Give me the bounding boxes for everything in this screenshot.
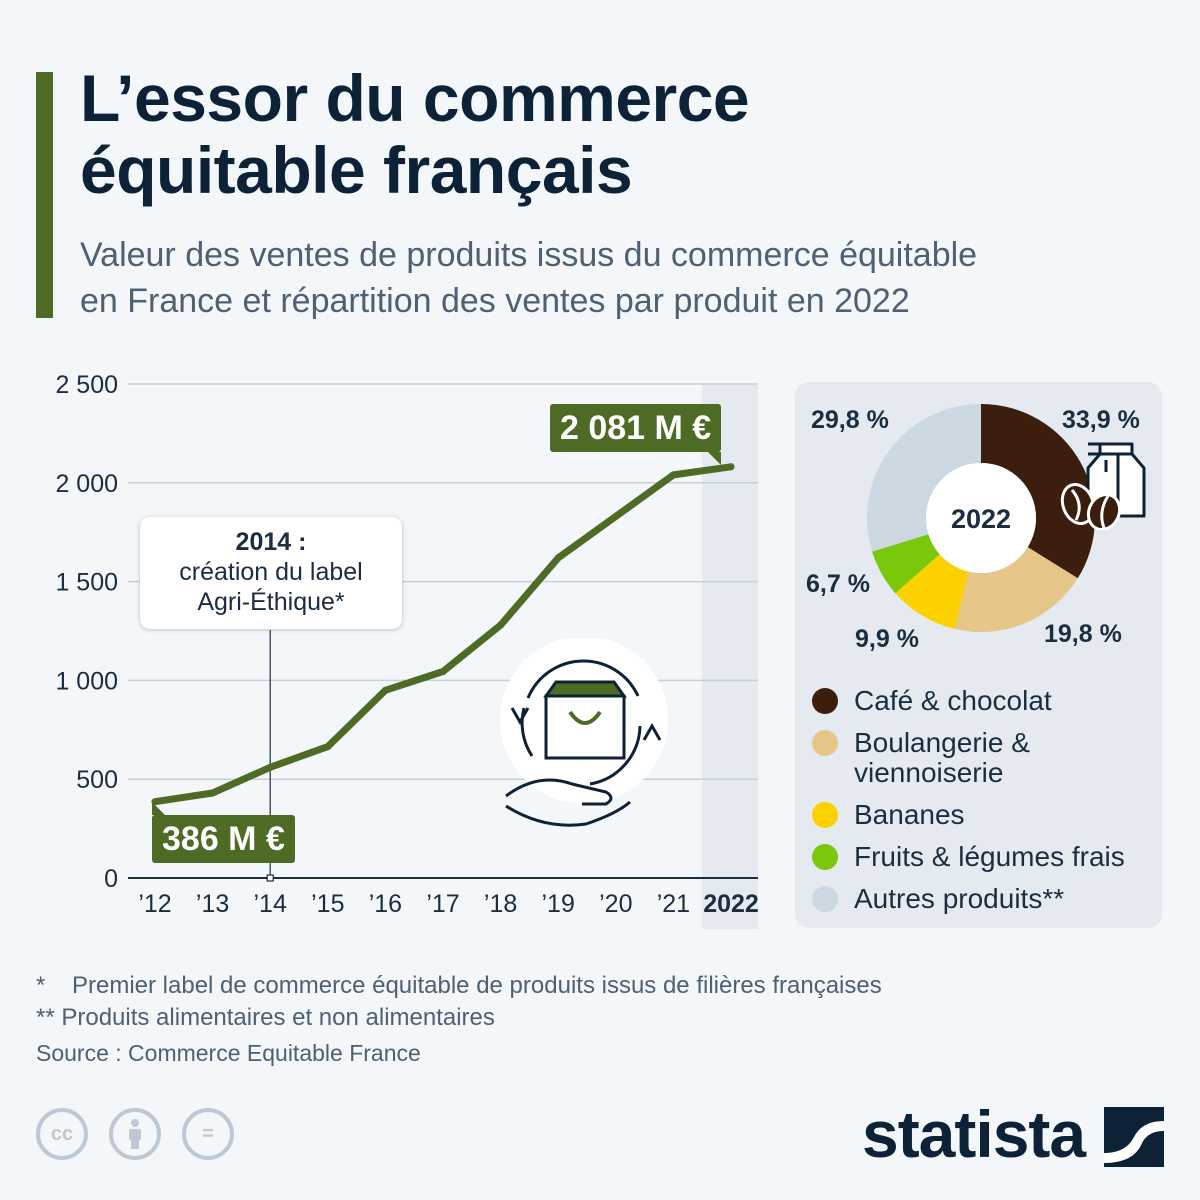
coffee-bag-beans-icon: [1058, 438, 1150, 535]
donut-hole: [926, 463, 1036, 573]
footnote-1-mark: *: [36, 972, 46, 999]
page-title: L’essor du commerce équitable français: [80, 62, 1160, 206]
legend-label-boulangerie-2: viennoiserie: [854, 757, 1004, 788]
data-point: [209, 789, 217, 797]
legend-swatch-bananes: [812, 802, 838, 828]
pct-label-cafe: 33,9 %: [1062, 406, 1140, 434]
donut-legend: Café & chocolat Boulangerie & viennoiseri…: [812, 686, 1157, 926]
title-line-2: équitable français: [80, 133, 633, 207]
x-tick-label: ’19: [542, 890, 575, 918]
source-text: Source : Commerce Equitable France: [36, 1040, 421, 1066]
annotation-callout: 2014 : création du label Agri-Éthique*: [140, 517, 402, 629]
x-tick-label: ’21: [657, 890, 690, 918]
legend-item-bananes: Bananes: [812, 800, 1157, 830]
statista-logo[interactable]: statista: [862, 1097, 1086, 1171]
end-value-badge: 2 081 M €: [550, 404, 722, 465]
subtitle-line-2: en France et répartition des ventes par …: [80, 282, 910, 320]
data-point: [554, 554, 562, 562]
data-point: [324, 743, 332, 751]
start-value-badge: 386 M €: [152, 802, 295, 863]
pct-label-bananes: 9,9 %: [855, 625, 919, 653]
footnote-1: * Premier label de commerce équitable de …: [36, 972, 882, 1000]
legend-swatch-boulangerie: [812, 730, 838, 756]
y-tick-label: 1 000: [55, 667, 118, 695]
shopping-bag-cycle-icon: [498, 636, 678, 838]
legend-item-autres: Autres produits**: [812, 884, 1157, 914]
no-derivatives-icon[interactable]: =: [182, 1108, 234, 1160]
legend-swatch-cafe: [812, 688, 838, 714]
attribution-icon[interactable]: [109, 1108, 161, 1160]
x-tick-label: ’12: [138, 890, 171, 918]
data-point: [266, 763, 274, 771]
y-tick-label: 1 500: [55, 569, 118, 597]
legend-label-cafe: Café & chocolat: [854, 685, 1052, 716]
x-tick-label: ’16: [369, 890, 402, 918]
data-point: [381, 686, 389, 694]
x-tick-label: ’18: [484, 890, 517, 918]
legend-item-fruits: Fruits & légumes frais: [812, 842, 1157, 872]
legend-swatch-fruits: [812, 844, 838, 870]
statista-logo-icon: [1104, 1107, 1164, 1172]
legend-label-autres: Autres produits**: [854, 883, 1065, 914]
donut-chart: 2022: [867, 404, 1095, 632]
data-point: [439, 668, 447, 676]
donut-slice-autres: [867, 404, 981, 552]
legend-swatch-autres: [812, 886, 838, 912]
annotation-year: 2014 :: [235, 528, 307, 556]
donut-center-label: 2022: [951, 504, 1011, 534]
y-tick-label: 2 000: [55, 470, 118, 498]
subtitle-line-1: Valeur des ventes de produits issus du c…: [80, 236, 978, 274]
donut-slice-boulangerie: [955, 547, 1078, 632]
x-tick-label: ’20: [599, 890, 632, 918]
y-tick-label: 0: [104, 865, 118, 893]
data-point: [612, 512, 620, 520]
pct-label-boulangerie: 19,8 %: [1044, 620, 1122, 648]
legend-label-bananes: Bananes: [854, 799, 965, 830]
title-accent-bar: [36, 72, 53, 318]
data-point: [669, 471, 677, 479]
x-tick-label: 2022: [703, 890, 759, 918]
annotation-line-3: Agri-Éthique*: [197, 588, 345, 616]
legend-item-boulangerie: Boulangerie & viennoiserie: [812, 728, 1157, 788]
x-tick-label: ’15: [311, 890, 344, 918]
y-tick-label: 500: [76, 766, 118, 794]
donut-slice-fruits: [872, 534, 940, 594]
highlight-column: [702, 384, 758, 929]
footnote-1-text: Premier label de commerce équitable de p…: [72, 972, 882, 999]
x-tick-label: ’17: [426, 890, 459, 918]
page-subtitle: Valeur des ventes de produits issus du c…: [80, 232, 1180, 324]
title-line-1: L’essor du commerce: [80, 61, 750, 135]
y-tick-label: 2 500: [55, 371, 118, 399]
legend-item-cafe: Café & chocolat: [812, 686, 1157, 716]
footnote-2: ** Produits alimentaires et non alimenta…: [36, 1004, 495, 1031]
annotation-marker: [266, 874, 274, 882]
legend-label-boulangerie-1: Boulangerie &: [854, 727, 1030, 758]
annotation-line-2: création du label: [179, 558, 363, 586]
cc-icon[interactable]: cc: [36, 1108, 88, 1160]
pct-label-autres: 29,8 %: [811, 406, 889, 434]
legend-label-fruits: Fruits & légumes frais: [854, 841, 1125, 872]
data-point: [497, 621, 505, 629]
donut-slice-cafe: [981, 404, 1095, 579]
donut-slice-bananes: [895, 554, 969, 630]
x-tick-label: ’13: [196, 890, 229, 918]
x-tick-label: ’14: [254, 890, 287, 918]
data-point: [727, 463, 735, 471]
pct-label-fruits: 6,7 %: [806, 570, 870, 598]
